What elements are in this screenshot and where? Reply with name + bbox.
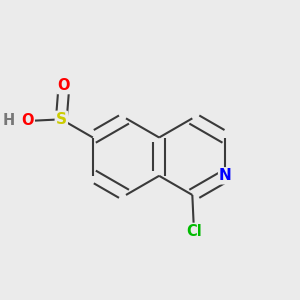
Text: Cl: Cl xyxy=(186,224,202,239)
Text: O: O xyxy=(58,78,70,93)
Text: H: H xyxy=(2,113,15,128)
Text: N: N xyxy=(219,168,232,183)
Text: S: S xyxy=(56,112,67,127)
Text: O: O xyxy=(21,113,34,128)
